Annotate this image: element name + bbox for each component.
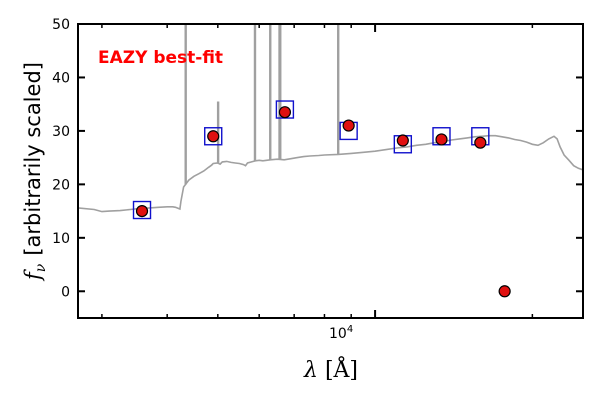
observed-point [474,136,487,149]
observed-point [498,285,511,298]
y-tick-label: 30 [52,124,70,140]
observed-point [396,134,409,147]
observed-point [207,130,220,143]
observed-point [435,133,448,146]
observed-fluxes [135,106,511,298]
observed-point [135,204,149,218]
template-line [78,134,583,213]
fit-annotation: EAZY best-fit [98,48,223,68]
y-tick-label: 10 [52,231,70,247]
model-box [132,200,152,220]
y-tick-label: 40 [52,70,70,86]
y-axis-label: fν[arbitrarily scaled] [21,62,49,282]
template-spectrum [78,24,583,213]
observed-point [278,106,291,119]
y-tick-label: 50 [52,17,70,33]
y-tick-label: 0 [61,284,70,300]
x-tick-label-1e4: 104 [329,324,353,342]
x-axis-label: λ [Å] [303,355,358,383]
plot-frame [77,23,584,319]
y-tick-labels: 0 10 20 30 40 50 [52,17,70,300]
axis-ticks [78,23,583,318]
model-box [204,127,223,146]
y-tick-label: 20 [52,177,70,193]
observed-point [342,119,355,132]
